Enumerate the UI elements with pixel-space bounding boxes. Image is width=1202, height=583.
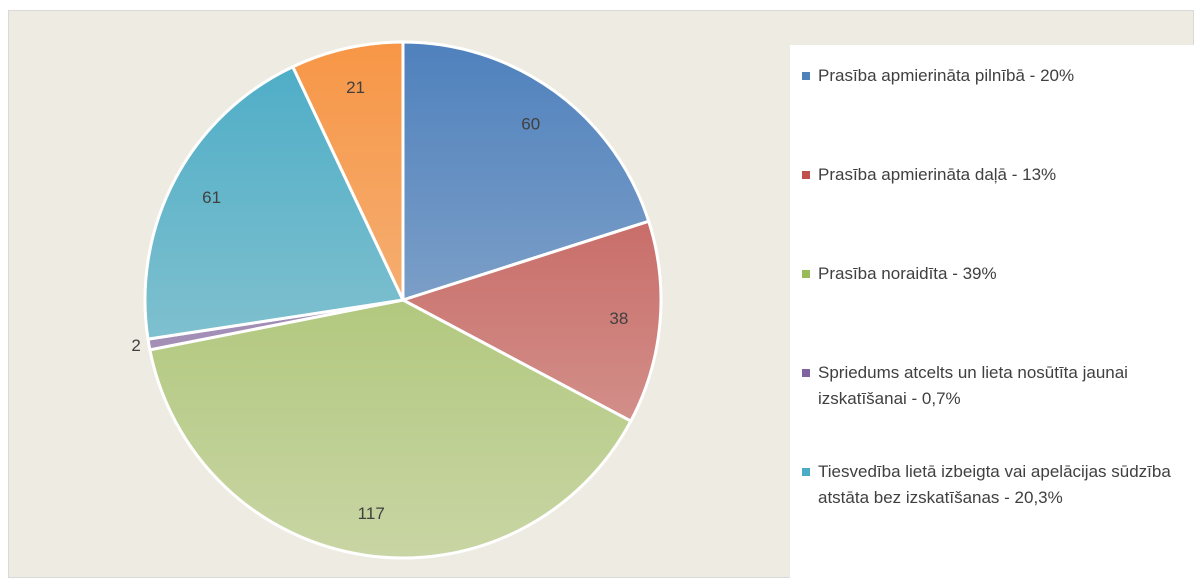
pie-slice	[143, 64, 406, 341]
legend-swatch	[802, 369, 810, 377]
legend-label: Tiesvedība lietā izbeigta vai apelācijas…	[818, 462, 1171, 507]
legend-label: Spriedums atcelts un lieta nosūtīta jaun…	[818, 363, 1128, 408]
pie-slice	[290, 40, 405, 301]
pie-slice	[148, 298, 633, 560]
data-label: 21	[346, 78, 365, 97]
legend-label: Prasība apmierināta pilnībā - 20%	[818, 66, 1075, 85]
legend-swatch	[802, 270, 810, 278]
legend-swatch	[802, 171, 810, 179]
pie-slice	[399, 219, 663, 424]
data-label: 117	[358, 504, 385, 523]
legend-label: Prasība noraidīta - 39%	[818, 264, 997, 283]
pie-chart: 60 38 117 2 61 21	[131, 40, 663, 560]
legend-label: Prasība apmierināta daļā - 13%	[818, 165, 1057, 184]
pie-slice	[401, 40, 651, 303]
data-label: 61	[202, 188, 221, 207]
data-label: 38	[609, 309, 628, 328]
data-label: 60	[521, 114, 540, 133]
legend: Prasība apmierināta pilnībā - 20% Prasība…	[790, 45, 1195, 578]
legend-swatch	[802, 72, 810, 80]
legend-swatch	[802, 468, 810, 476]
data-label: 2	[131, 336, 140, 355]
